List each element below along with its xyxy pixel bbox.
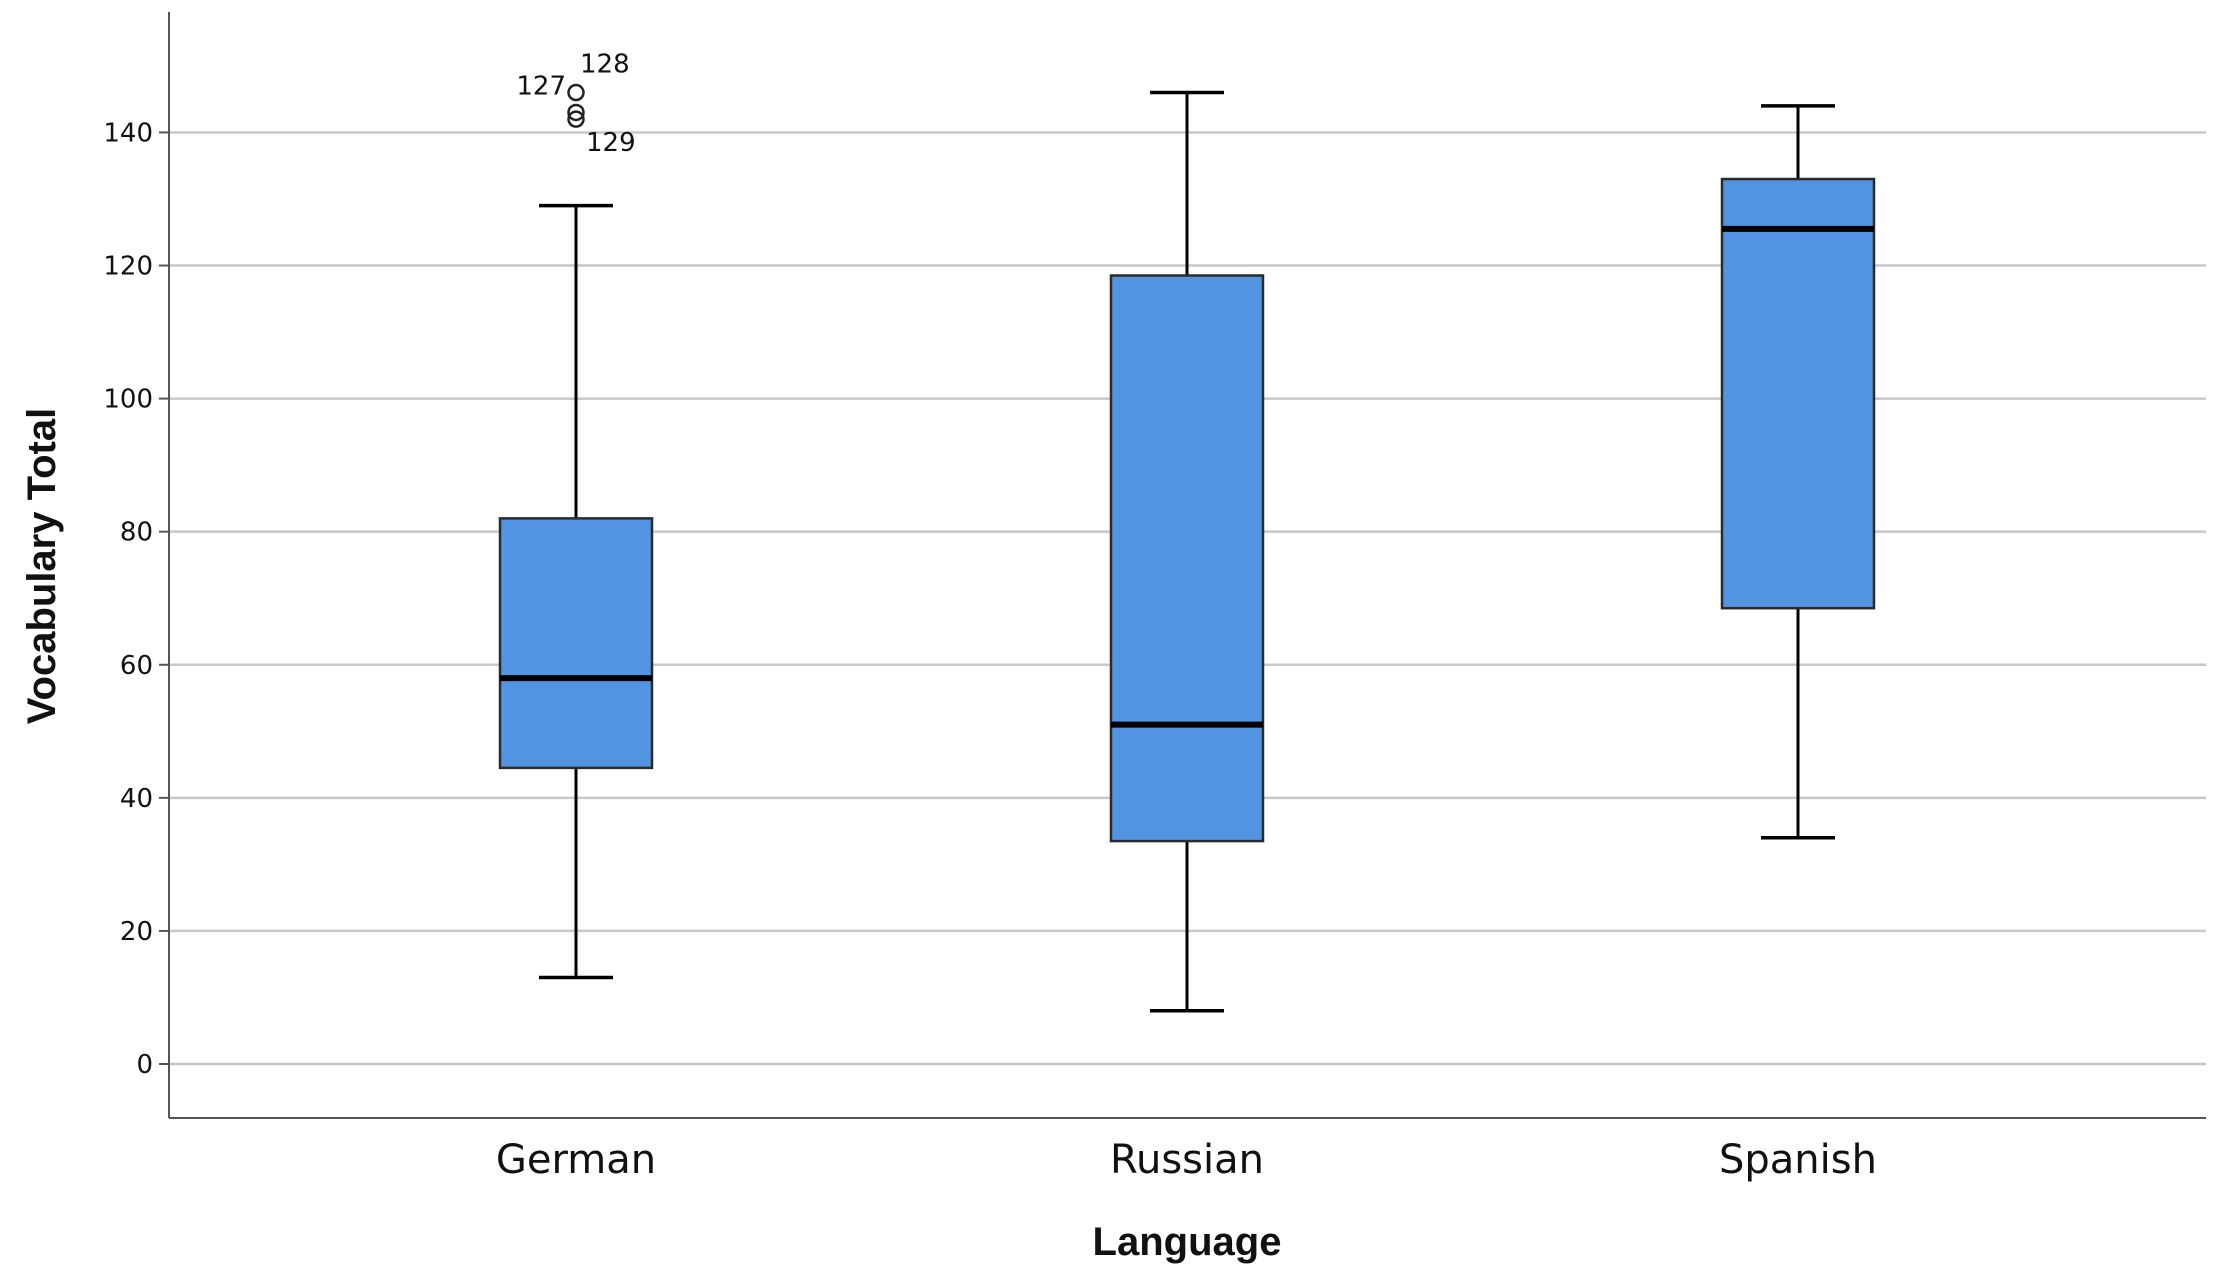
outlier-label: 127 xyxy=(516,71,566,101)
boxes: 128 127 129 xyxy=(498,50,1876,1013)
iqr-box xyxy=(1109,274,1265,843)
outlier-point xyxy=(567,83,585,102)
outlier-label: 128 xyxy=(580,50,630,80)
outlier-label: 129 xyxy=(586,128,636,158)
outlier-point xyxy=(567,110,585,128)
box-russian xyxy=(1109,90,1265,1013)
y-tick-label: 60 xyxy=(120,651,153,681)
y-tick-labels: 0 20 40 60 80 100 120 140 xyxy=(103,118,169,1080)
y-tick-label: 20 xyxy=(120,917,153,947)
category-label-russian: Russian xyxy=(1110,1137,1264,1183)
y-tick-label: 80 xyxy=(120,518,153,548)
y-tick-label: 140 xyxy=(103,118,153,148)
y-tick-label: 100 xyxy=(103,385,153,415)
axes xyxy=(168,12,2206,1119)
y-tick-label: 120 xyxy=(103,252,153,282)
category-labels: German Russian Spanish xyxy=(496,1137,1877,1183)
y-tick-label: 40 xyxy=(120,784,153,814)
y-axis-title: Vocabulary Total xyxy=(20,408,64,724)
category-label-german: German xyxy=(496,1137,656,1183)
box-german: 128 127 129 xyxy=(498,50,654,980)
outlier-point xyxy=(567,103,585,122)
box-spanish xyxy=(1720,104,1876,840)
x-axis-title: Language xyxy=(1093,1220,1282,1264)
iqr-box xyxy=(1720,177,1876,610)
category-label-spanish: Spanish xyxy=(1719,1137,1877,1183)
iqr-box xyxy=(498,517,654,770)
y-tick-label: 0 xyxy=(136,1050,153,1080)
